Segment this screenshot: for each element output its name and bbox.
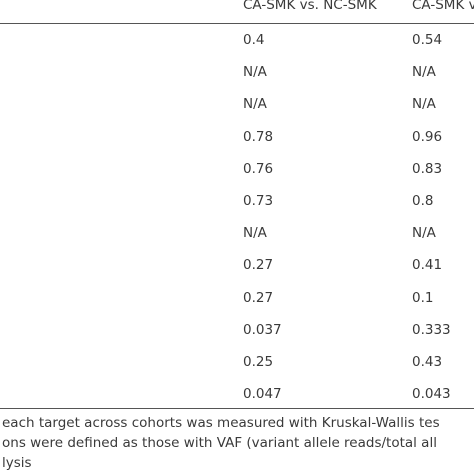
table-cell: 0.25 xyxy=(243,354,274,370)
table-cell: N/A xyxy=(243,225,267,242)
table-cell: N/A xyxy=(243,64,267,81)
table-cell: 0.4 xyxy=(243,32,265,48)
table-cell: 0.43 xyxy=(412,354,443,370)
table-cell: N/A xyxy=(412,225,436,242)
header-rule xyxy=(0,23,474,24)
table-cell: 0.78 xyxy=(243,128,274,145)
table-cell: 0.27 xyxy=(243,257,274,274)
table-cell: 0.76 xyxy=(243,160,274,177)
footnote-line: each target across cohorts was measured … xyxy=(2,415,440,431)
column-header: CA-SMK v xyxy=(412,0,474,13)
table-cell: 0.037 xyxy=(243,321,282,338)
footnote-line: lysis xyxy=(2,455,32,471)
table-cell: N/A xyxy=(412,64,436,81)
column-header: CA-SMK vs. NC-SMK xyxy=(243,0,377,13)
table-cell: 0.043 xyxy=(412,386,451,403)
table-cell: N/A xyxy=(412,96,436,113)
table-bottom-rule xyxy=(0,408,474,409)
table-cell: N/A xyxy=(243,96,267,113)
table-cell: 0.1 xyxy=(412,289,434,306)
table-cell: 0.8 xyxy=(412,193,434,209)
table-cell: 0.73 xyxy=(243,193,274,209)
table-cell: 0.96 xyxy=(412,128,443,145)
table-cell: 0.333 xyxy=(412,321,451,338)
table-cell: 0.54 xyxy=(412,32,443,48)
table-cell: 0.83 xyxy=(412,160,443,177)
table-cell: 0.27 xyxy=(243,289,274,306)
table-cell: 0.047 xyxy=(243,386,282,403)
table-cell: 0.41 xyxy=(412,257,443,274)
footnote-line: ons were defined as those with VAF (vari… xyxy=(2,435,437,451)
